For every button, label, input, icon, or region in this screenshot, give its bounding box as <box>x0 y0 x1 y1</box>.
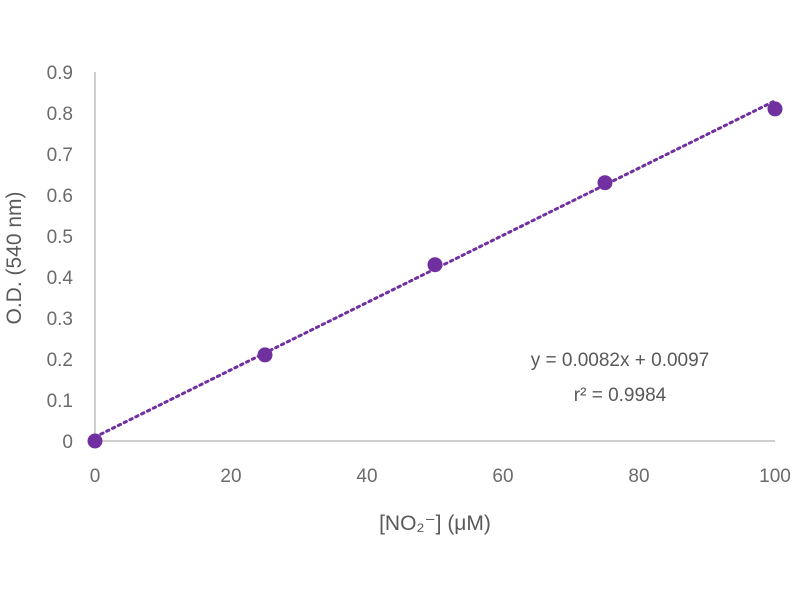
x-tick-label: 0 <box>90 466 101 487</box>
equation-label: y = 0.0082x + 0.0097 <box>531 350 710 371</box>
y-tick-label: 0.2 <box>47 350 73 371</box>
data-point <box>597 175 613 191</box>
y-tick-labels: 0 0.1 0.2 0.3 0.4 0.5 0.6 0.7 0.8 0.9 <box>47 63 74 453</box>
y-tick-label: 0.1 <box>47 391 73 412</box>
y-tick-label: 0.4 <box>47 268 74 289</box>
x-axis-title: [NO₂⁻] (μM) <box>379 512 491 535</box>
x-tick-label: 80 <box>628 466 649 487</box>
data-point <box>767 101 783 117</box>
y-tick-label: 0.8 <box>47 104 73 125</box>
y-tick-label: 0.3 <box>47 309 73 330</box>
y-tick-label: 0.5 <box>47 227 73 248</box>
x-tick-label: 100 <box>759 466 791 487</box>
x-tick-labels: 0 20 40 60 80 100 <box>90 466 791 487</box>
y-tick-label: 0.6 <box>47 186 73 207</box>
data-point <box>427 257 443 273</box>
y-axis-title: O.D. (540 nm) <box>3 191 26 324</box>
y-tick-label: 0.9 <box>47 63 73 84</box>
y-tick-label: 0.7 <box>47 145 73 166</box>
data-points <box>87 101 783 449</box>
axes <box>94 72 775 442</box>
x-tick-label: 20 <box>220 466 241 487</box>
r-squared-label: r² = 0.9984 <box>574 385 667 406</box>
x-tick-label: 40 <box>356 466 377 487</box>
data-point <box>257 347 273 363</box>
data-point <box>87 433 103 449</box>
y-tick-label: 0 <box>62 432 73 453</box>
x-tick-label: 60 <box>492 466 513 487</box>
